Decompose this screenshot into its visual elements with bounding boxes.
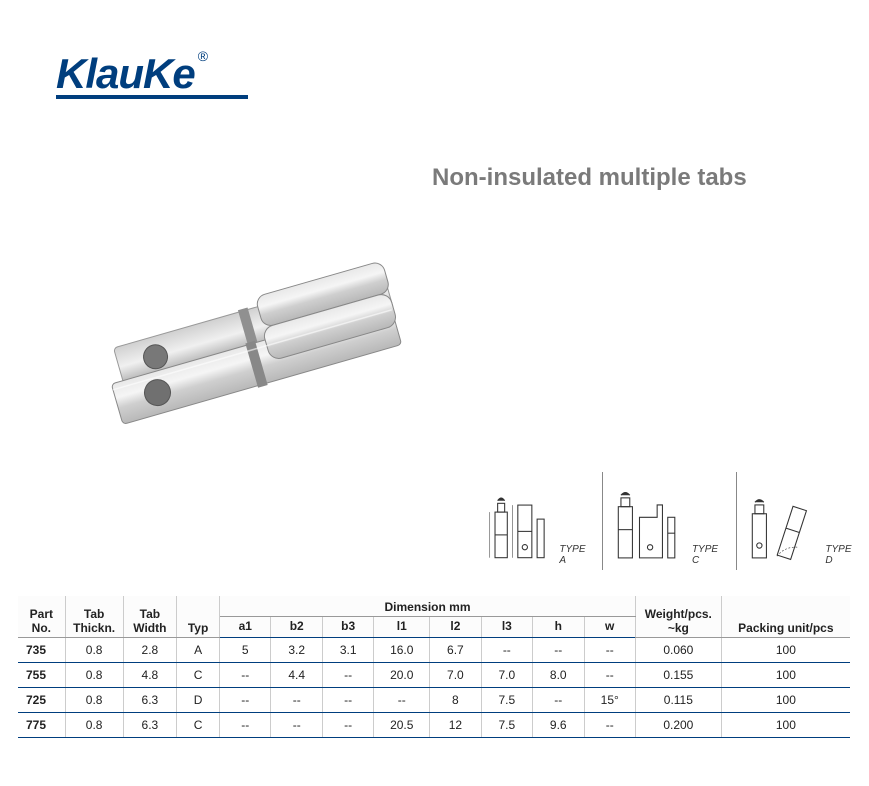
col-packing: Packing unit/pcs: [721, 596, 850, 638]
cell-part: 755: [18, 663, 65, 688]
diagram-label-a: TYPE A: [559, 544, 592, 566]
cell-a1: 5: [220, 638, 271, 663]
diagram-type-d: TYPE D: [737, 472, 869, 570]
cell-b2: --: [271, 713, 322, 738]
cell-b3: --: [322, 713, 373, 738]
cell-thk: 0.8: [65, 663, 123, 688]
table-row: 7350.82.8A53.23.116.06.7------0.060100: [18, 638, 850, 663]
cell-a1: --: [220, 688, 271, 713]
table-row: 7750.86.3C------20.5127.59.6--0.200100: [18, 713, 850, 738]
cell-wid: 4.8: [123, 663, 177, 688]
col-h: h: [533, 617, 584, 638]
cell-w: 15°: [584, 688, 635, 713]
col-typ: Typ: [177, 596, 220, 638]
cell-b3: --: [322, 663, 373, 688]
cell-w: --: [584, 713, 635, 738]
diagram-label-d: TYPE D: [825, 544, 859, 566]
cell-thk: 0.8: [65, 638, 123, 663]
cell-l3: 7.0: [481, 663, 532, 688]
cell-typ: D: [177, 688, 220, 713]
spec-table: Part No. Tab Thickn. Tab Width Typ Dimen…: [18, 596, 850, 738]
cell-b2: --: [271, 688, 322, 713]
cell-l3: 7.5: [481, 713, 532, 738]
col-a1: a1: [220, 617, 271, 638]
brand-name-text: KlauKe: [56, 50, 195, 97]
cell-part: 775: [18, 713, 65, 738]
col-w: w: [584, 617, 635, 638]
col-l2: l2: [430, 617, 481, 638]
cell-typ: C: [177, 663, 220, 688]
cell-part: 725: [18, 688, 65, 713]
cell-b2: 3.2: [271, 638, 322, 663]
cell-h: 9.6: [533, 713, 584, 738]
diagram-type-c: TYPE C: [603, 472, 736, 570]
cell-l3: 7.5: [481, 688, 532, 713]
cell-pk: 100: [721, 638, 850, 663]
cell-thk: 0.8: [65, 688, 123, 713]
col-part-no: Part No.: [18, 596, 65, 638]
cell-l1: 20.0: [374, 663, 430, 688]
cell-w: --: [584, 663, 635, 688]
col-b3: b3: [322, 617, 373, 638]
cell-wid: 2.8: [123, 638, 177, 663]
cell-wt: 0.155: [635, 663, 721, 688]
cell-a1: --: [220, 663, 271, 688]
brand-logo: KlauKe®: [56, 50, 248, 99]
cell-h: 8.0: [533, 663, 584, 688]
brand-name: KlauKe®: [56, 50, 248, 98]
col-dimension-group: Dimension mm: [220, 596, 636, 617]
cell-wid: 6.3: [123, 688, 177, 713]
registered-mark: ®: [198, 48, 207, 64]
cell-l2: 8: [430, 688, 481, 713]
cell-wt: 0.115: [635, 688, 721, 713]
cell-l2: 7.0: [430, 663, 481, 688]
table-body: 7350.82.8A53.23.116.06.7------0.06010075…: [18, 638, 850, 738]
cell-thk: 0.8: [65, 713, 123, 738]
table-row: 7250.86.3D--------87.5--15°0.115100: [18, 688, 850, 713]
page-title: Non-insulated multiple tabs: [432, 164, 747, 192]
cell-l1: 20.5: [374, 713, 430, 738]
col-b2: b2: [271, 617, 322, 638]
type-diagrams: TYPE A TYPE C: [478, 472, 869, 570]
cell-pk: 100: [721, 713, 850, 738]
col-weight: Weight/pcs. ~kg: [635, 596, 721, 638]
cell-pk: 100: [721, 688, 850, 713]
cell-h: --: [533, 638, 584, 663]
cell-l1: 16.0: [374, 638, 430, 663]
diagram-type-a: TYPE A: [478, 472, 602, 570]
diagram-label-c: TYPE C: [692, 544, 726, 566]
table-row: 7550.84.8C--4.4--20.07.07.08.0--0.155100: [18, 663, 850, 688]
col-l1: l1: [374, 617, 430, 638]
cell-wt: 0.200: [635, 713, 721, 738]
col-tab-thickn: Tab Thickn.: [65, 596, 123, 638]
cell-part: 735: [18, 638, 65, 663]
cell-typ: A: [177, 638, 220, 663]
col-tab-width: Tab Width: [123, 596, 177, 638]
cell-b3: 3.1: [322, 638, 373, 663]
cell-wid: 6.3: [123, 713, 177, 738]
cell-l2: 6.7: [430, 638, 481, 663]
col-l3: l3: [481, 617, 532, 638]
cell-typ: C: [177, 713, 220, 738]
cell-wt: 0.060: [635, 638, 721, 663]
specifications-table: Part No. Tab Thickn. Tab Width Typ Dimen…: [18, 596, 850, 738]
cell-l3: --: [481, 638, 532, 663]
cell-a1: --: [220, 713, 271, 738]
cell-l1: --: [374, 688, 430, 713]
product-illustration: [66, 230, 436, 460]
cell-l2: 12: [430, 713, 481, 738]
cell-pk: 100: [721, 663, 850, 688]
cell-b2: 4.4: [271, 663, 322, 688]
cell-w: --: [584, 638, 635, 663]
cell-b3: --: [322, 688, 373, 713]
cell-h: --: [533, 688, 584, 713]
